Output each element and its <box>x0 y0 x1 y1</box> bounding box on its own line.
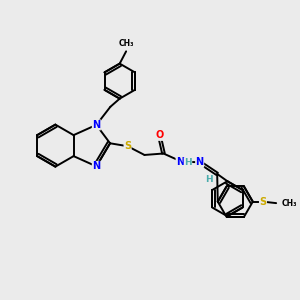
Text: S: S <box>260 197 267 207</box>
Text: N: N <box>92 161 101 171</box>
Text: O: O <box>156 130 164 140</box>
Text: H: H <box>205 175 213 184</box>
Text: S: S <box>124 141 131 151</box>
Text: N: N <box>176 157 184 167</box>
Text: CH₃: CH₃ <box>118 39 134 48</box>
Text: N: N <box>92 120 101 130</box>
Text: CH₃: CH₃ <box>281 199 297 208</box>
Text: N: N <box>196 157 204 167</box>
Text: H: H <box>184 158 192 167</box>
